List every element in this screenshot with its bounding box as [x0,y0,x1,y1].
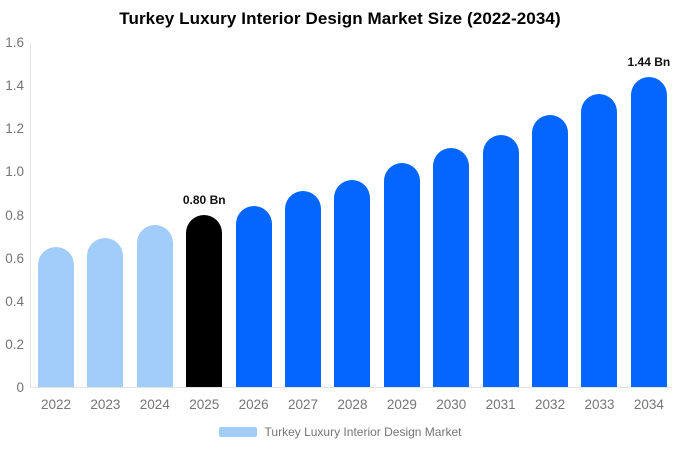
y-tick-label: 1.2 [5,121,24,137]
bar-column-2024: 2024 [136,43,173,412]
y-tick-label: 0 [16,380,24,395]
x-tick-label-2032: 2032 [535,397,566,412]
y-tick-label: 1.6 [5,35,24,50]
bar-2033[interactable] [581,93,618,387]
bar-column-2029: 2029 [383,43,420,412]
y-tick-label: 0.2 [5,336,24,352]
bar-column-2025: 0.80 Bn 2025 [183,43,226,413]
y-tick-label: 1.0 [5,164,24,180]
bar-2023[interactable] [87,238,124,387]
legend[interactable]: Turkey Luxury Interior Design Market [0,425,680,439]
x-tick-label-2029: 2029 [386,397,417,412]
bar-column-2033: 2033 [581,43,618,412]
bar-column-2031: 2031 [482,43,519,412]
bar-column-2028: 2028 [334,43,371,412]
bar-2028[interactable] [334,180,371,387]
bar-column-2023: 2023 [87,43,124,412]
bar-column-2027: 2027 [285,43,322,412]
x-tick-label-2033: 2033 [584,397,615,412]
bar-column-2034: 1.44 Bn 2034 [628,43,671,413]
x-tick-label-2027: 2027 [288,397,319,412]
y-tick-label: 1.4 [5,78,24,94]
bar-2030[interactable] [433,147,470,387]
chart-title: Turkey Luxury Interior Design Market Siz… [119,9,561,28]
x-tick-label-2024: 2024 [139,397,170,412]
bar-2024[interactable] [136,225,173,387]
bar-column-2032: 2032 [532,43,569,412]
y-tick-label: 0.6 [5,250,24,266]
y-axis: 0 0.2 0.4 0.6 0.8 1.0 1.2 1.4 1.6 [0,0,26,450]
x-tick-label-2022: 2022 [40,397,72,412]
x-tick-label-2023: 2023 [90,397,121,412]
x-tick-label-2030: 2030 [436,397,467,412]
legend-label: Turkey Luxury Interior Design Market [264,425,462,439]
bar-2027[interactable] [285,190,322,387]
bar-2022[interactable] [38,246,74,387]
legend-swatch [218,427,257,437]
bar-2032[interactable] [532,115,569,387]
x-tick-label-2028: 2028 [337,397,368,412]
x-tick-label-2034: 2034 [633,397,664,412]
bar-2025[interactable] [186,214,223,387]
plot-area: 2022 2023 2024 0.80 Bn 2025 2026 2027 2028 2029 2… [30,43,672,413]
bar-column-2022: 2022 [38,43,74,412]
bar-value-label-2025: 0.80 Bn [182,192,226,207]
bar-2034[interactable] [630,76,667,387]
y-tick-label: 0.8 [5,207,24,223]
bar-2026[interactable] [235,205,272,387]
bar-column-2026: 2026 [235,43,272,412]
y-tick-label: 0.4 [5,293,24,309]
bar-2029[interactable] [383,162,420,387]
bar-value-label-2034: 1.44 Bn [627,54,671,69]
bar-2031[interactable] [482,134,519,387]
x-tick-label-2025: 2025 [189,397,220,412]
x-tick-label-2031: 2031 [485,397,516,412]
bar-column-2030: 2030 [433,43,470,412]
x-tick-label-2026: 2026 [238,397,269,412]
